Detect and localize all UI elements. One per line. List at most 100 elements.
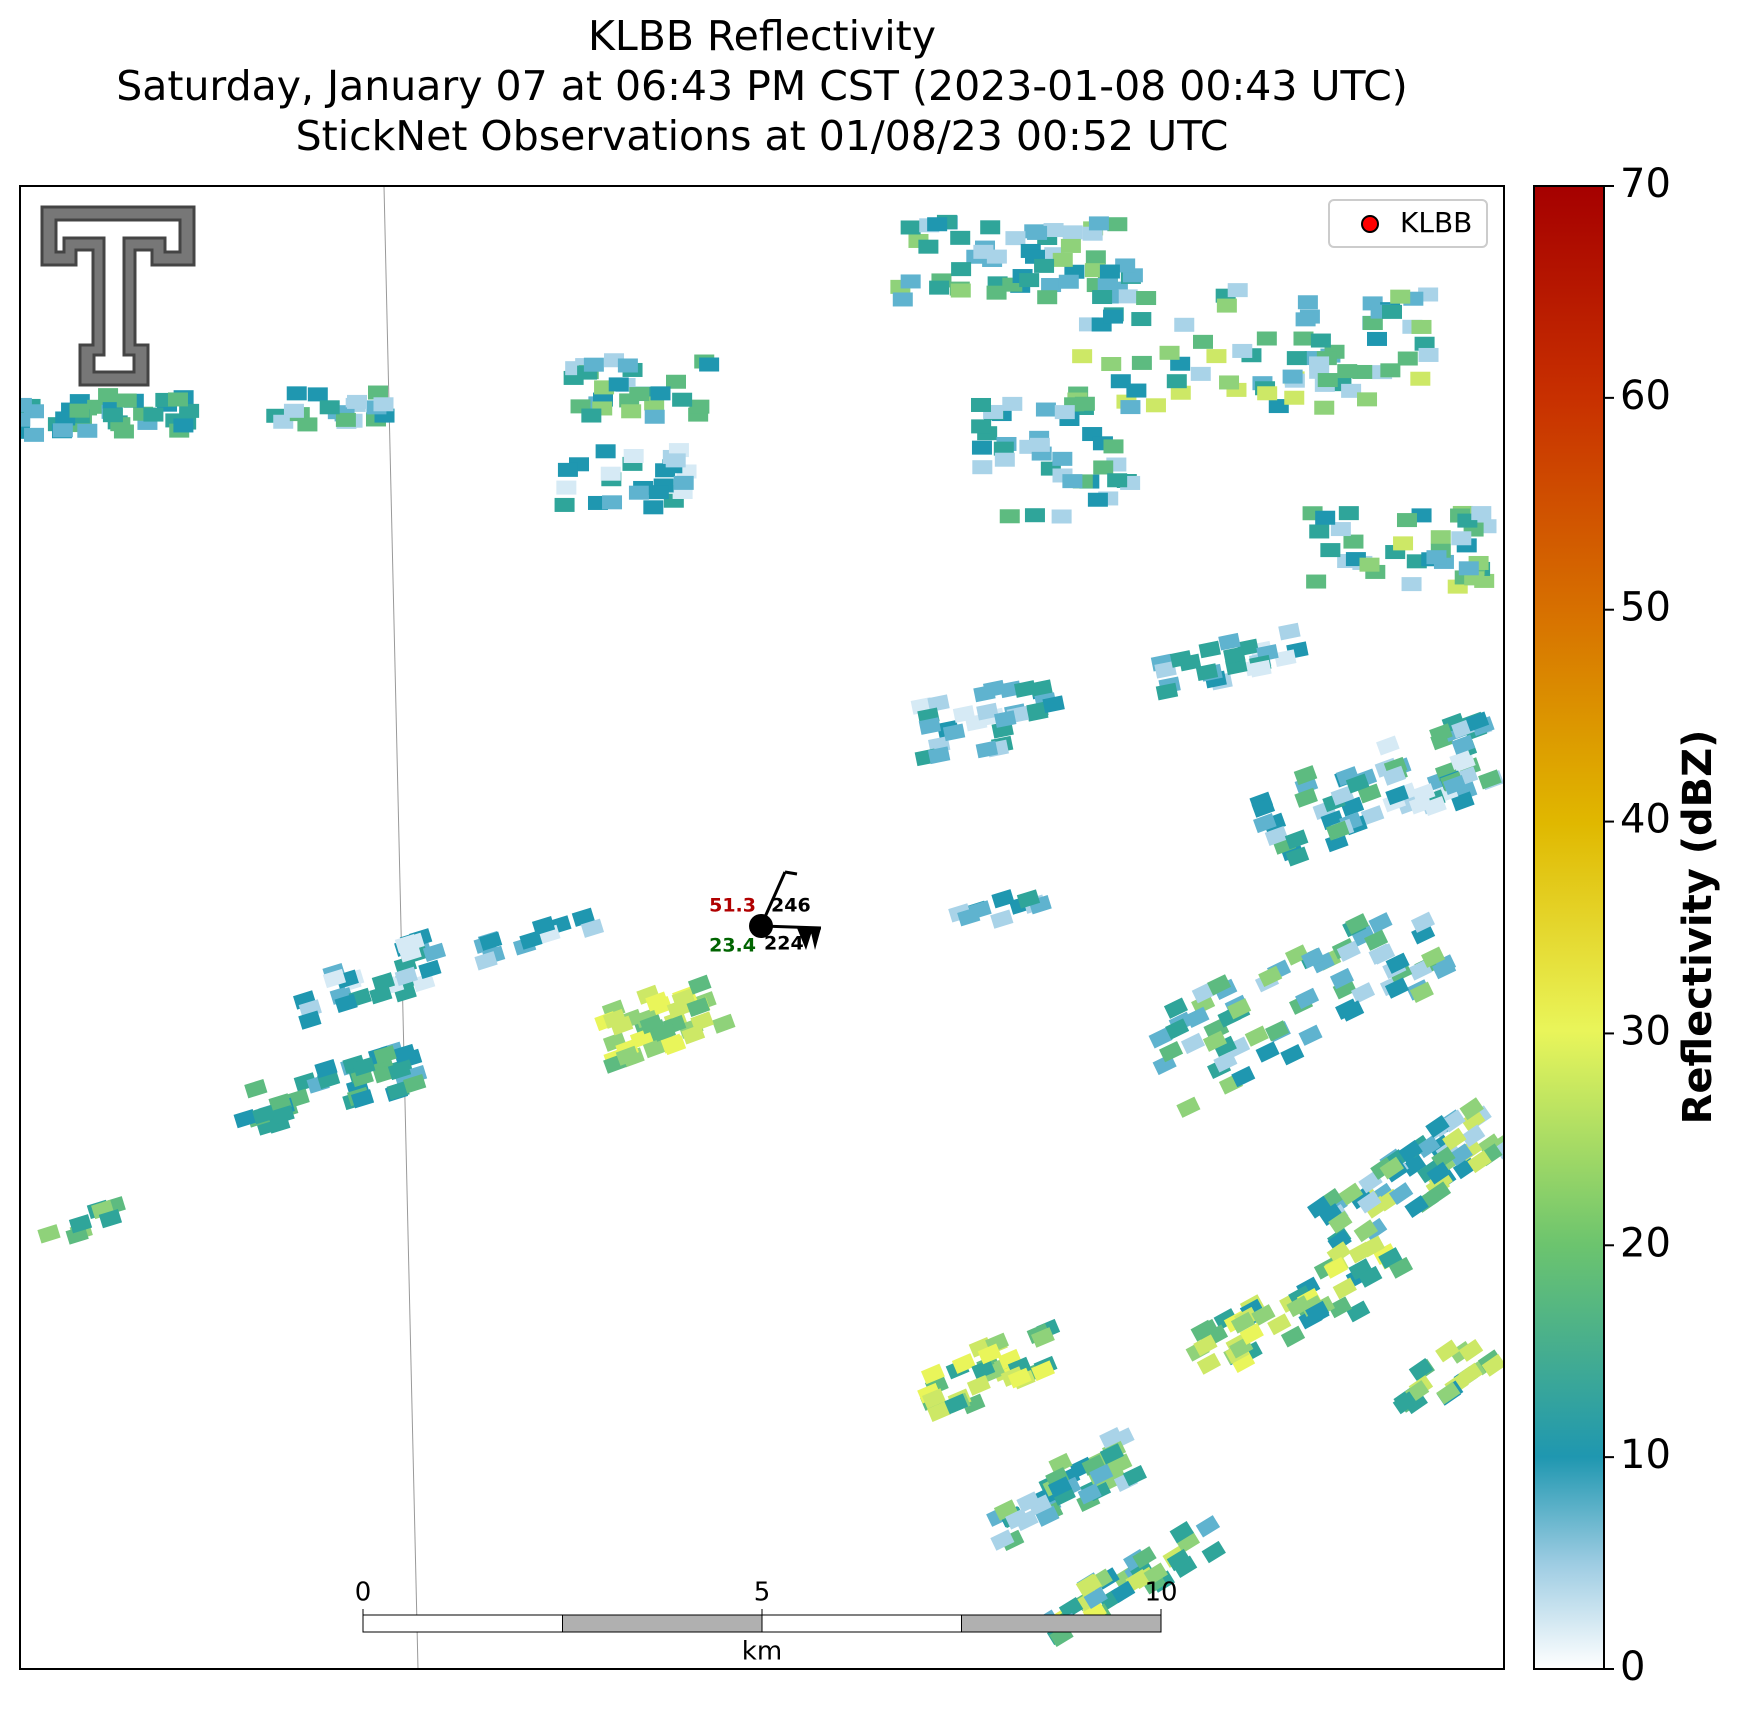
echo-cell (1016, 889, 1041, 909)
echo-cell (1267, 1313, 1292, 1336)
echo-cell (1115, 258, 1136, 273)
echo-cell (1024, 508, 1045, 523)
echo-cell (966, 1375, 991, 1396)
echo-cell (1330, 785, 1355, 806)
echo-cell (1193, 1334, 1218, 1357)
echo-cell (1376, 735, 1400, 756)
echo-cell (1131, 355, 1152, 370)
echo-cell (1410, 371, 1431, 386)
echo-cell (1014, 680, 1037, 698)
echo-cell (1350, 982, 1376, 1004)
echo-cell (252, 1104, 276, 1125)
echo-cell (1297, 295, 1318, 310)
echo-cell (1418, 347, 1439, 362)
echo-cell (986, 249, 1007, 264)
echo-cell (1309, 524, 1330, 539)
echo-cell (1368, 912, 1393, 934)
echo-cell (1293, 765, 1318, 786)
echo-cell (1286, 351, 1307, 366)
echo-cell (1379, 1156, 1404, 1180)
echo-cell (1256, 331, 1277, 346)
echo-cell (1085, 250, 1106, 265)
echo-cell (642, 1038, 667, 1059)
echo-cell (1099, 1427, 1124, 1449)
echo-cell (1337, 364, 1358, 379)
echo-cell (952, 705, 976, 723)
echo-cell (975, 740, 999, 759)
echo-cell (1284, 944, 1310, 966)
echo-cell (608, 377, 629, 392)
colorbar-ticks: 0 10 20 30 40 50 60 70 (1604, 161, 1671, 1690)
echo-cell (973, 684, 996, 703)
echo-cell (102, 408, 123, 423)
echo-cell (1169, 1520, 1194, 1544)
echo-cell (371, 972, 396, 992)
echo-cell (98, 388, 119, 403)
echo-cell (1002, 396, 1023, 411)
echo-cell (1284, 390, 1305, 405)
echo-cell (1132, 1546, 1157, 1569)
echo-cell (1274, 649, 1297, 668)
echo-cell (1175, 1530, 1201, 1554)
echo-cell (479, 931, 503, 951)
echo-cell (37, 1224, 61, 1244)
echo-cell (681, 1024, 706, 1045)
echo-cell (1045, 1467, 1070, 1489)
echo-cell (1268, 399, 1289, 414)
echo-cell (283, 403, 304, 418)
echo-cell (1251, 1304, 1276, 1326)
echo-cell (595, 444, 616, 459)
echo-cell (1314, 400, 1335, 415)
echo-cell (1360, 805, 1385, 826)
echo-cell (1310, 952, 1335, 974)
echo-cell (1231, 1065, 1256, 1088)
echo-cell (1227, 998, 1252, 1020)
station-value: 224 (764, 933, 804, 955)
echo-cell (1411, 923, 1436, 945)
echo-cell (1258, 965, 1283, 988)
echo-cell (173, 418, 194, 433)
echo-cell (1396, 513, 1417, 528)
echo-cell (1005, 231, 1026, 246)
echo-cell (944, 1393, 969, 1415)
echo-cell (1435, 1339, 1460, 1363)
echo-cell (918, 239, 939, 254)
echo-cell (900, 274, 921, 289)
echo-cell (711, 1013, 736, 1034)
echo-cell (1345, 1300, 1371, 1323)
echo-cell (403, 1074, 427, 1094)
echo-cell (1103, 309, 1124, 324)
echo-cell (1442, 1127, 1467, 1151)
echo-cell (1103, 1467, 1128, 1490)
echo-cell (1328, 1210, 1353, 1234)
echo-cell (307, 387, 328, 402)
echo-cell (1213, 1308, 1238, 1331)
echo-cell (1323, 1256, 1348, 1279)
echo-cell (1436, 1381, 1461, 1405)
echo-cell (629, 387, 650, 402)
echo-cell (1357, 392, 1378, 407)
echo-cell (1099, 1443, 1124, 1465)
echo-cell (1120, 400, 1141, 415)
echo-cell (1125, 1568, 1150, 1592)
echo-cell (1255, 1041, 1280, 1063)
echo-cell (1110, 1580, 1136, 1604)
echo-cell (1310, 333, 1331, 348)
echo-cell (1251, 797, 1276, 818)
echo-cell (920, 1363, 945, 1385)
echo-cell (1108, 1453, 1133, 1475)
echo-cell (1190, 366, 1211, 381)
echo-cell (77, 423, 98, 438)
echo-cell (1388, 1256, 1414, 1279)
echo-cell (1244, 1025, 1269, 1047)
echo-cell (1384, 977, 1410, 999)
echo-cell (1465, 711, 1490, 732)
scale-segment (362, 1614, 563, 1633)
echo-cell (1366, 331, 1387, 346)
echo-cell (991, 889, 1015, 909)
echo-cell (1326, 1241, 1352, 1265)
echo-cell (1051, 509, 1072, 524)
echo-cell (1352, 364, 1373, 379)
echo-cell (1307, 1195, 1332, 1219)
echo-cell (1054, 405, 1075, 420)
